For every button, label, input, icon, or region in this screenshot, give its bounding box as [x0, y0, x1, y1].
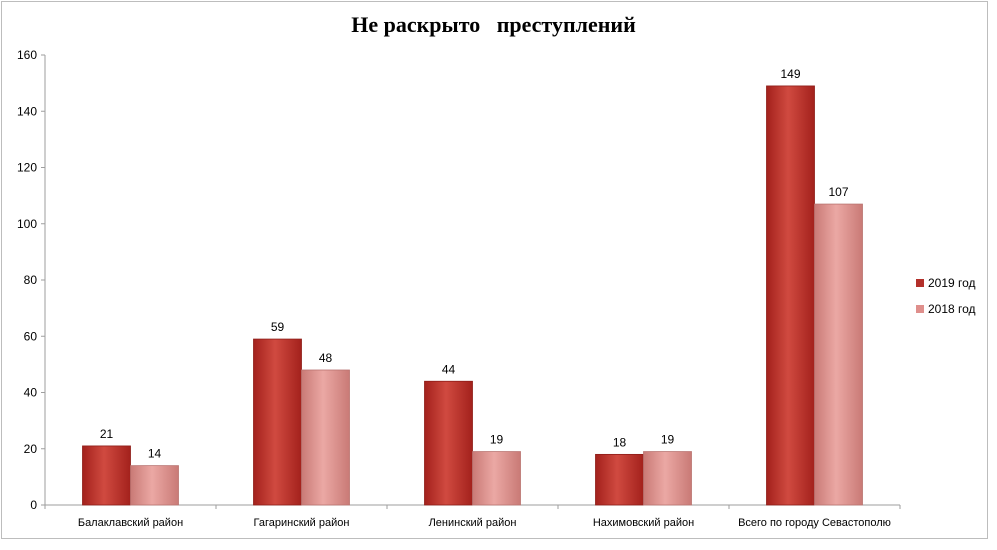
data-label: 107 [828, 185, 848, 199]
bar-2019 [424, 380, 473, 506]
bar-2018 [814, 203, 863, 506]
legend-item-2019: 2019 год [916, 270, 976, 296]
legend: 2019 год 2018 год [916, 270, 976, 322]
y-tick-label: 160 [17, 48, 37, 62]
data-label: 59 [271, 320, 285, 334]
data-label: 19 [661, 433, 675, 447]
data-label: 44 [442, 362, 456, 376]
legend-label-2018: 2018 год [928, 302, 976, 316]
legend-label-2019: 2019 год [928, 276, 976, 290]
y-tick-label: 120 [17, 161, 37, 175]
y-tick-label: 20 [24, 442, 38, 456]
bar-2019 [253, 338, 302, 506]
bar-2018 [643, 451, 692, 506]
data-label: 48 [319, 351, 333, 365]
bar-2018 [130, 465, 179, 506]
x-tick-label: Гагаринский район [254, 517, 350, 529]
x-tick-label: Ленинский район [429, 517, 517, 529]
y-tick-label: 60 [24, 329, 38, 343]
y-tick-label: 80 [24, 273, 38, 287]
y-tick-label: 40 [24, 386, 38, 400]
x-tick-label: Всего по городу Севастополю [738, 517, 891, 529]
data-label: 19 [490, 433, 504, 447]
data-label: 14 [148, 447, 162, 461]
bar-2019 [595, 453, 644, 506]
legend-swatch-2019 [916, 279, 924, 287]
legend-swatch-2018 [916, 305, 924, 313]
y-tick-label: 140 [17, 104, 37, 118]
x-tick-label: Нахимовский район [593, 517, 694, 529]
y-tick-label: 0 [30, 498, 37, 512]
data-label: 149 [780, 67, 800, 81]
chart-title: Не раскрыто преступлений [351, 12, 636, 37]
legend-item-2018: 2018 год [916, 296, 976, 322]
bar-2019 [766, 85, 815, 506]
x-tick-label: Балаклавский район [78, 517, 183, 529]
data-label: 21 [100, 427, 114, 441]
data-label: 18 [613, 435, 627, 449]
bar-2018 [301, 369, 350, 506]
y-tick-label: 100 [17, 217, 37, 231]
bar-2018 [472, 451, 521, 506]
bar-2019 [82, 445, 131, 506]
